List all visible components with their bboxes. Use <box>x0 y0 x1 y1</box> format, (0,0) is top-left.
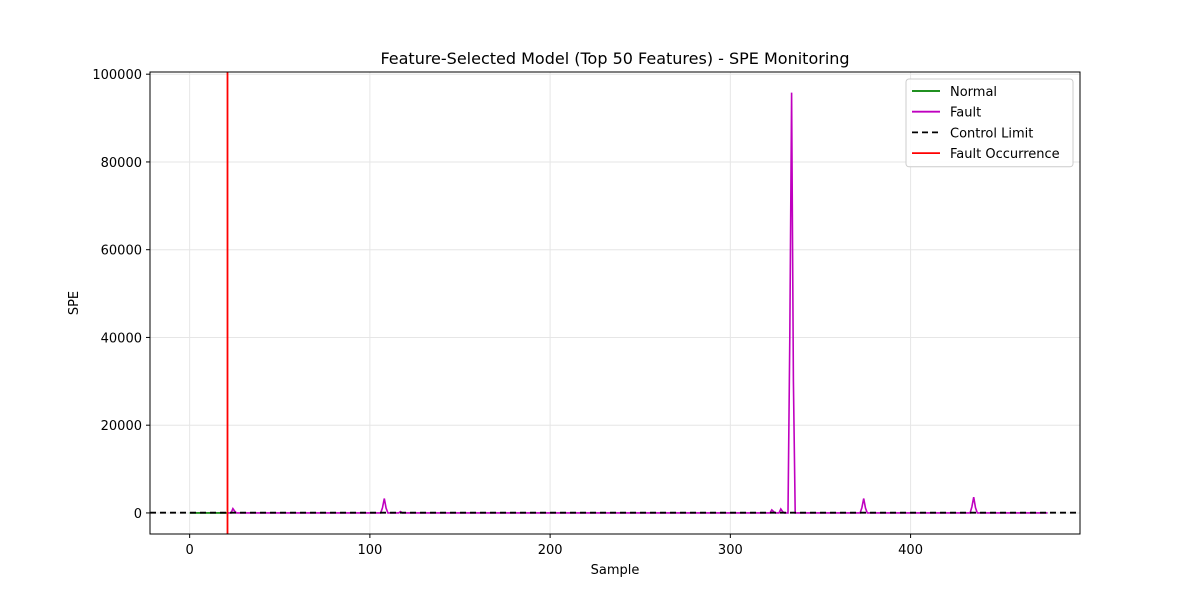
x-tick-label: 400 <box>898 543 923 558</box>
legend-label-control-limit: Control Limit <box>950 126 1033 141</box>
y-tick-label: 20000 <box>101 419 142 434</box>
y-axis: 0 20000 40000 60000 80000 100000 <box>92 68 150 522</box>
plot-area <box>149 71 1081 535</box>
series-fault-line <box>227 92 1048 514</box>
x-tick-label: 0 <box>186 543 194 558</box>
y-tick-label: 40000 <box>101 331 142 346</box>
legend-label-fault-occurrence: Fault Occurrence <box>950 147 1060 162</box>
legend-frame <box>905 78 1074 168</box>
legend-label-fault: Fault <box>950 106 981 121</box>
x-axis-label: Sample <box>591 563 640 578</box>
y-tick-label: 100000 <box>92 68 142 83</box>
y-tick-label: 80000 <box>101 156 142 171</box>
x-axis: 0 100 200 300 400 <box>186 534 923 558</box>
x-tick-label: 100 <box>357 543 382 558</box>
y-axis-label: SPE <box>67 291 82 315</box>
y-tick-label: 60000 <box>101 244 142 259</box>
legend: Normal Fault Control Limit Fault Occurrence <box>905 78 1074 168</box>
x-tick-label: 300 <box>718 543 743 558</box>
y-tick-label: 0 <box>134 507 142 522</box>
legend-label-normal: Normal <box>950 85 997 100</box>
x-tick-label: 200 <box>538 543 563 558</box>
chart-title: Feature-Selected Model (Top 50 Features)… <box>380 49 849 68</box>
plot-frame <box>149 71 1081 535</box>
